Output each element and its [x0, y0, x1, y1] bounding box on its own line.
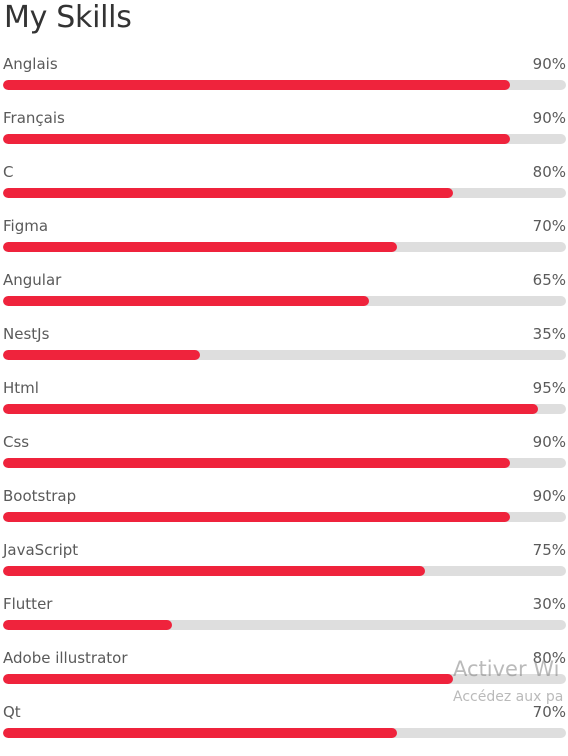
- skill-progress-track: [3, 728, 566, 738]
- skill-percent: 70%: [532, 703, 566, 721]
- skill-percent: 35%: [532, 325, 566, 343]
- skill-label: Angular: [3, 271, 62, 289]
- skill-progress-track: [3, 512, 566, 522]
- skill-percent: 30%: [532, 595, 566, 613]
- skill-percent: 90%: [532, 55, 566, 73]
- skill-label: Qt: [3, 703, 21, 721]
- skill-progress-track: [3, 674, 566, 684]
- skill-progress-track: [3, 296, 566, 306]
- skill-label: Français: [3, 109, 65, 127]
- skill-label: Html: [3, 379, 39, 397]
- skill-item: C 80%: [0, 162, 568, 216]
- skill-percent: 90%: [532, 487, 566, 505]
- skill-label: NestJs: [3, 325, 50, 343]
- skill-progress-track: [3, 566, 566, 576]
- skill-progress-fill: [3, 296, 369, 306]
- skill-label: JavaScript: [3, 541, 79, 559]
- skill-item: Css 90%: [0, 432, 568, 486]
- skill-progress-fill: [3, 620, 172, 630]
- skill-progress-track: [3, 620, 566, 630]
- skill-progress-track: [3, 80, 566, 90]
- skill-progress-track: [3, 458, 566, 468]
- skill-label: Anglais: [3, 55, 58, 73]
- skill-label: Figma: [3, 217, 49, 235]
- skill-percent: 80%: [532, 163, 566, 181]
- skill-progress-fill: [3, 458, 510, 468]
- skill-percent: 80%: [532, 649, 566, 667]
- skill-label: Bootstrap: [3, 487, 77, 505]
- skill-progress-track: [3, 404, 566, 414]
- skill-progress-track: [3, 242, 566, 252]
- skill-label: Css: [3, 433, 30, 451]
- page-title: My Skills: [4, 0, 132, 35]
- skill-progress-fill: [3, 80, 510, 90]
- skill-item: Figma 70%: [0, 216, 568, 270]
- skill-percent: 90%: [532, 109, 566, 127]
- skill-percent: 70%: [532, 217, 566, 235]
- skill-progress-fill: [3, 674, 454, 684]
- skill-item: Anglais 90%: [0, 54, 568, 108]
- skill-label: Flutter: [3, 595, 53, 613]
- skill-progress-fill: [3, 188, 454, 198]
- skill-label: Adobe illustrator: [3, 649, 128, 667]
- skill-percent: 75%: [532, 541, 566, 559]
- skills-list: Anglais 90% Français 90% C 80% Figma 70% Angular…: [0, 54, 568, 756]
- skill-progress-fill: [3, 512, 510, 522]
- skill-percent: 65%: [532, 271, 566, 289]
- skill-item: Flutter 30%: [0, 594, 568, 648]
- skill-item: Adobe illustrator 80%: [0, 648, 568, 702]
- skill-item: NestJs 35%: [0, 324, 568, 378]
- skill-item: Bootstrap 90%: [0, 486, 568, 540]
- skill-item: JavaScript 75%: [0, 540, 568, 594]
- skill-progress-fill: [3, 134, 510, 144]
- skill-progress-fill: [3, 404, 538, 414]
- skill-progress-fill: [3, 350, 201, 360]
- skill-progress-track: [3, 188, 566, 198]
- skill-item: Qt 70%: [0, 702, 568, 756]
- skill-item: Html 95%: [0, 378, 568, 432]
- skill-label: C: [3, 163, 14, 181]
- skill-progress-fill: [3, 242, 398, 252]
- skill-item: Français 90%: [0, 108, 568, 162]
- skill-progress-track: [3, 350, 566, 360]
- skill-item: Angular 65%: [0, 270, 568, 324]
- skill-progress-fill: [3, 728, 398, 738]
- skill-progress-track: [3, 134, 566, 144]
- skill-percent: 95%: [532, 379, 566, 397]
- skill-percent: 90%: [532, 433, 566, 451]
- skill-progress-fill: [3, 566, 426, 576]
